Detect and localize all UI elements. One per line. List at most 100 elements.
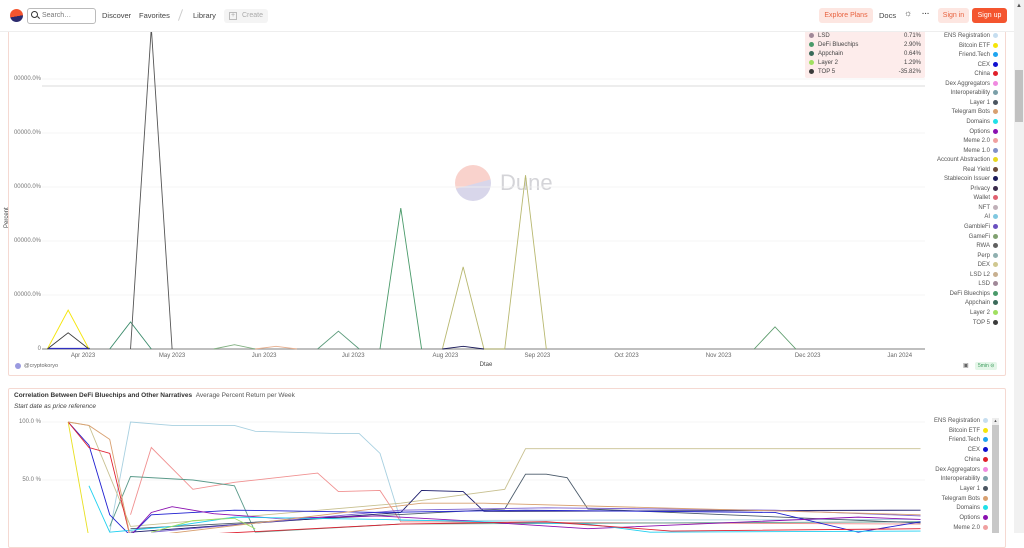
legend-dot-icon bbox=[993, 281, 998, 287]
legend-item[interactable]: DeFi Bluechips bbox=[950, 290, 998, 298]
legend-item[interactable]: TOP 5 bbox=[973, 319, 998, 327]
series-line-domains bbox=[88, 485, 921, 533]
docs-link[interactable]: Docs bbox=[879, 11, 897, 20]
camera-icon[interactable]: ▣ bbox=[963, 363, 969, 369]
dune-logo[interactable] bbox=[10, 9, 23, 22]
legend-item[interactable]: Privacy bbox=[970, 185, 998, 193]
legend-dot-icon bbox=[993, 204, 998, 210]
legend-item[interactable]: CEX bbox=[968, 447, 988, 454]
legend-item[interactable]: Options bbox=[969, 128, 998, 136]
legend-item[interactable]: DEX bbox=[978, 262, 998, 269]
legend-dot-icon bbox=[983, 486, 988, 492]
legend-item[interactable]: Account Abstraction bbox=[937, 157, 998, 164]
tooltip-value: -35.82% bbox=[898, 69, 921, 75]
plus-icon: + bbox=[229, 12, 237, 20]
legend-item[interactable]: Bitcoin ETF bbox=[948, 427, 988, 435]
legend-label: CEX bbox=[977, 61, 990, 68]
legend-item[interactable]: Layer 1 bbox=[970, 99, 998, 107]
theme-toggle-icon[interactable]: ☼ bbox=[904, 8, 913, 18]
legend-item[interactable]: Real Yield bbox=[962, 166, 998, 174]
legend-item[interactable]: GameFi bbox=[969, 233, 998, 241]
legend-item[interactable]: Dex Aggregators bbox=[945, 80, 998, 88]
series-line-dex bbox=[441, 175, 547, 350]
series-line-options bbox=[132, 506, 921, 533]
legend-item[interactable]: CEX bbox=[977, 61, 998, 69]
legend-label: Bitcoin ETF bbox=[948, 427, 980, 434]
series-line-stablecoin-issuer bbox=[442, 345, 485, 350]
legend-label: Telegram Bots bbox=[951, 109, 990, 116]
series-line-defi-bluechips bbox=[379, 207, 423, 350]
scroll-up-icon[interactable]: ▲ bbox=[1016, 3, 1022, 9]
x-tick-label: Dec 2023 bbox=[794, 353, 821, 359]
legend-dot-icon bbox=[993, 42, 998, 48]
legend-label: Interoperability bbox=[940, 476, 980, 483]
legend-item[interactable]: AI bbox=[984, 214, 998, 221]
legend-label: Friend.Tech bbox=[958, 52, 990, 59]
legend-label: CEX bbox=[967, 447, 980, 454]
legend-dot-icon bbox=[993, 176, 998, 182]
legend-label: DEX bbox=[977, 262, 990, 269]
sign-up-button[interactable]: Sign up bbox=[972, 8, 1007, 23]
legend-item[interactable]: Options bbox=[959, 515, 988, 522]
create-button[interactable]: + Create bbox=[224, 9, 268, 23]
legend-item[interactable]: NFT bbox=[978, 204, 998, 212]
legend-item[interactable]: Perp bbox=[977, 252, 998, 260]
legend-label: GambleFi bbox=[963, 224, 990, 231]
legend-dot-icon bbox=[993, 147, 998, 153]
legend-item[interactable]: Stablecoin Issuer bbox=[944, 176, 998, 183]
nav-library[interactable]: Library bbox=[193, 11, 216, 20]
series-line-cex bbox=[67, 421, 921, 533]
search-input[interactable]: Search… bbox=[27, 8, 96, 24]
legend-item[interactable]: Meme 1.0 bbox=[963, 147, 998, 155]
legend-label: RWA bbox=[976, 243, 990, 250]
x-tick-label: May 2023 bbox=[158, 353, 186, 359]
nav-discover[interactable]: Discover bbox=[102, 11, 132, 20]
page-scrollbar[interactable]: ▲ bbox=[1014, 0, 1024, 533]
legend-item[interactable]: Telegram Bots bbox=[941, 495, 988, 503]
legend-scrollbar[interactable]: ▲ bbox=[992, 418, 999, 533]
sign-in-button[interactable]: Sign in bbox=[938, 8, 969, 23]
legend-item[interactable]: Interoperability bbox=[951, 90, 998, 97]
legend-label: Real Yield bbox=[962, 166, 990, 173]
legend-item[interactable]: RWA bbox=[976, 243, 998, 250]
x-tick-label: Jun 2023 bbox=[251, 353, 277, 359]
legend-item[interactable]: Telegram Bots bbox=[952, 109, 998, 116]
legend-label: AI bbox=[984, 214, 990, 221]
scrollbar-thumb[interactable] bbox=[1015, 70, 1023, 122]
legend-item[interactable]: Domains bbox=[956, 505, 988, 512]
series-line-interoperability bbox=[753, 326, 797, 350]
legend-item[interactable]: Domains bbox=[966, 118, 998, 126]
legend-item[interactable]: Meme 2.0 bbox=[953, 524, 988, 532]
legend-item[interactable]: Meme 2.0 bbox=[963, 138, 998, 145]
legend-item[interactable]: Bitcoin ETF bbox=[959, 42, 998, 50]
series-line-lsd-l2 bbox=[255, 345, 297, 350]
legend-item[interactable]: LSD bbox=[978, 281, 998, 288]
tooltip-row: Appchain 0.64% bbox=[809, 51, 921, 58]
y-tick-label: 00000.0% bbox=[13, 130, 41, 136]
tooltip-series: Appchain bbox=[818, 51, 844, 58]
more-icon[interactable]: ··· bbox=[922, 9, 930, 18]
nav-favorites[interactable]: Favorites bbox=[139, 11, 170, 20]
legend-label: Meme 1.0 bbox=[963, 147, 990, 154]
legend-item[interactable]: Friend.Tech bbox=[949, 437, 988, 444]
legend-item[interactable]: Appchain bbox=[965, 300, 998, 307]
legend-item[interactable]: Wallet bbox=[974, 195, 998, 202]
y-tick-label: 50.0 % bbox=[22, 477, 41, 483]
legend-label: Telegram Bots bbox=[941, 495, 980, 502]
legend-item[interactable]: Dex Aggregators bbox=[935, 466, 988, 474]
y-axis-label: Percent bbox=[4, 207, 10, 228]
legend-item[interactable]: ENS Registration bbox=[944, 33, 998, 40]
legend-dot-icon bbox=[983, 466, 988, 472]
legend-item[interactable]: LSD L2 bbox=[970, 271, 998, 279]
explore-plans-button[interactable]: Explore Plans bbox=[819, 8, 873, 23]
author-link[interactable]: @cryptokoryo bbox=[24, 363, 59, 369]
legend-item[interactable]: Layer 1 bbox=[960, 486, 988, 493]
legend-item[interactable]: China bbox=[974, 71, 998, 78]
tooltip-series: DeFi Bluechips bbox=[818, 42, 859, 49]
legend-item[interactable]: Layer 2 bbox=[970, 309, 998, 317]
legend-item[interactable]: Interoperability bbox=[941, 476, 988, 483]
legend-item[interactable]: GambleFi bbox=[964, 224, 998, 231]
legend-item[interactable]: China bbox=[964, 456, 988, 464]
legend-item[interactable]: Friend.Tech bbox=[959, 52, 998, 59]
legend-item[interactable]: ENS Registration bbox=[934, 418, 988, 425]
